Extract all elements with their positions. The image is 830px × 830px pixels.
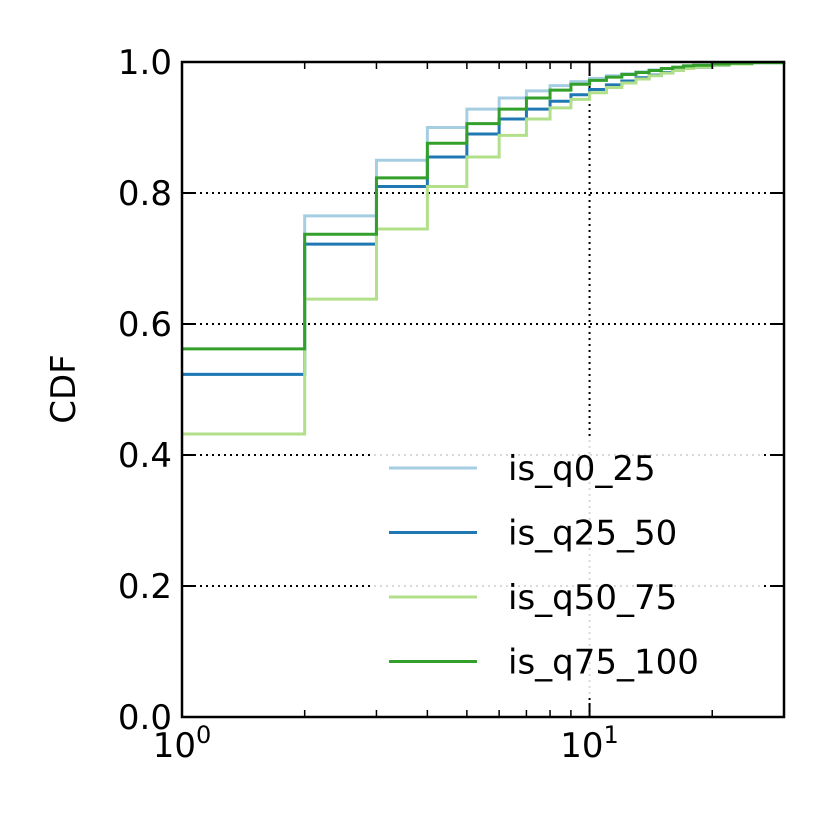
legend-label-is_q50_75: is_q50_75 — [508, 578, 677, 618]
y-tick-label: 0.0 — [118, 698, 172, 738]
legend-label-is_q75_100: is_q75_100 — [508, 643, 699, 683]
legend-label-is_q25_50: is_q25_50 — [508, 514, 677, 554]
y-tick-label: 1.0 — [118, 43, 172, 83]
ticks: 0.0 0.2 0.4 0.6 0.8 1.0 100 101 — [118, 43, 784, 766]
legend-box — [372, 440, 764, 698]
series-line-is_q75_100 — [182, 61, 786, 351]
legend: is_q0_25 is_q25_50 is_q50_75 is_q75_100 — [372, 440, 764, 698]
y-tick-label: 0.2 — [118, 567, 172, 607]
y-tick-label: 0.6 — [118, 305, 172, 345]
y-tick-label: 0.4 — [118, 436, 172, 476]
plot-frame — [180, 60, 786, 719]
y-tick-label: 0.8 — [118, 174, 172, 214]
axes — [180, 60, 786, 719]
series-line-is_q50_75 — [182, 61, 786, 436]
x-tick-label: 100 — [153, 721, 212, 766]
legend-label-is_q0_25: is_q0_25 — [508, 449, 656, 489]
series-lines — [182, 61, 786, 436]
y-axis-label: CDF — [44, 354, 84, 423]
series-line-is_q0_25 — [182, 61, 786, 376]
x-tick-label: 101 — [560, 721, 619, 766]
